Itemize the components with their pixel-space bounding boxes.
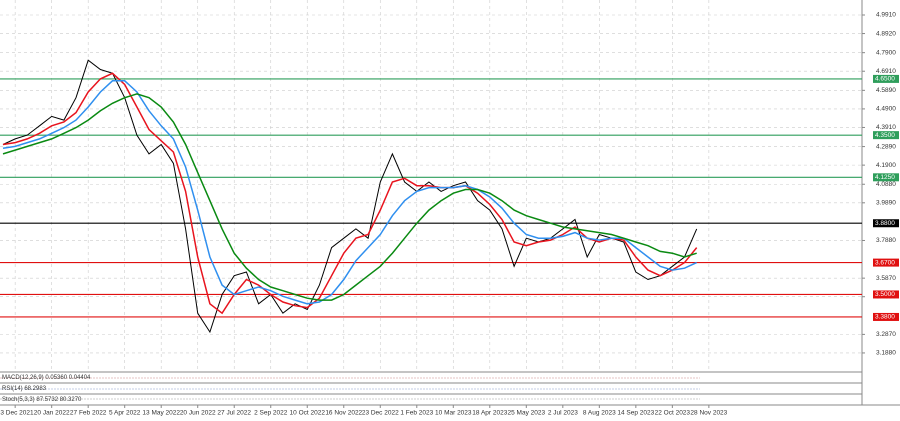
x-tick-label: 27 Feb 2022	[70, 410, 107, 417]
y-tick-label: 4.0880	[876, 181, 896, 188]
y-tick-label: 4.6910	[876, 68, 896, 75]
x-tick-label: 23 Dec 2022	[362, 410, 399, 417]
y-tick-label: 3.7880	[876, 237, 896, 244]
y-tick-label: 3.2870	[876, 331, 896, 338]
y-tick-label: 3.5870	[876, 275, 896, 282]
y-tick-label: 4.3910	[876, 124, 896, 131]
indicator-label: Stoch(5,3,3) 87.5732 80.3270	[2, 397, 82, 403]
x-tick-label: 27 Jul 2022	[217, 410, 251, 417]
indicator-label: RSI(14) 68.2983	[2, 386, 47, 392]
series-line	[2, 59, 698, 334]
x-tick-label: 16 Nov 2022	[325, 410, 362, 417]
x-tick-label: 20 Jan 2022	[34, 410, 70, 417]
level-label: 3.3800	[875, 314, 895, 321]
x-tick-label: 14 Sep 2023	[617, 410, 654, 417]
x-tick-label: 2 Jul 2023	[548, 410, 578, 417]
level-label-box	[873, 131, 899, 140]
level-label: 4.3500	[875, 132, 895, 139]
y-tick-label: 4.4900	[876, 106, 896, 113]
y-tick-label: 4.7900	[876, 49, 896, 56]
level-label: 4.6500	[875, 76, 895, 83]
x-tick-label: 1 Feb 2023	[400, 410, 433, 417]
x-tick-label: 18 Apr 2023	[472, 410, 507, 417]
level-label: 3.5000	[875, 291, 895, 298]
indicator-label: MACD(12,26,9) 0.05360 0.04404	[2, 375, 91, 381]
x-tick-label: 2 Sep 2022	[254, 410, 288, 417]
x-tick-label: 5 Apr 2022	[109, 410, 141, 417]
level-label-box	[873, 312, 899, 321]
y-tick-label: 4.1900	[876, 162, 896, 169]
x-tick-label: 28 Nov 2023	[690, 410, 727, 417]
y-tick-label: 4.5890	[876, 87, 896, 94]
level-label-box	[873, 173, 899, 182]
level-label-box	[873, 258, 899, 267]
x-tick-label: 10 Mar 2023	[435, 410, 472, 417]
series-line	[2, 93, 697, 301]
x-tick-label: 10 Oct 2022	[290, 410, 326, 417]
indicator-panels	[0, 371, 900, 406]
x-tick-label: 13 May 2022	[142, 410, 180, 417]
y-tick-label: 4.2890	[876, 143, 896, 150]
level-label-box	[873, 219, 899, 228]
x-tick-label: 8 Aug 2023	[583, 410, 616, 417]
level-label: 4.1250	[875, 174, 895, 181]
y-tick-label: 4.8920	[876, 30, 896, 37]
series-line	[2, 80, 698, 305]
level-label-box	[873, 74, 899, 83]
y-tick-label: 4.9910	[876, 12, 896, 19]
series-line	[2, 72, 698, 315]
x-tick-label: 22 Oct 2023	[655, 410, 691, 417]
level-label-box	[873, 290, 899, 299]
y-tick-label: 3.9890	[876, 200, 896, 207]
level-label: 3.8800	[875, 220, 895, 227]
x-tick-label: 13 Dec 2021	[0, 410, 34, 417]
x-tick-label: 20 Jun 2022	[180, 410, 216, 417]
level-label: 3.6700	[875, 259, 895, 266]
y-tick-label: 3.1880	[876, 350, 896, 357]
x-tick-label: 25 May 2023	[508, 410, 546, 417]
